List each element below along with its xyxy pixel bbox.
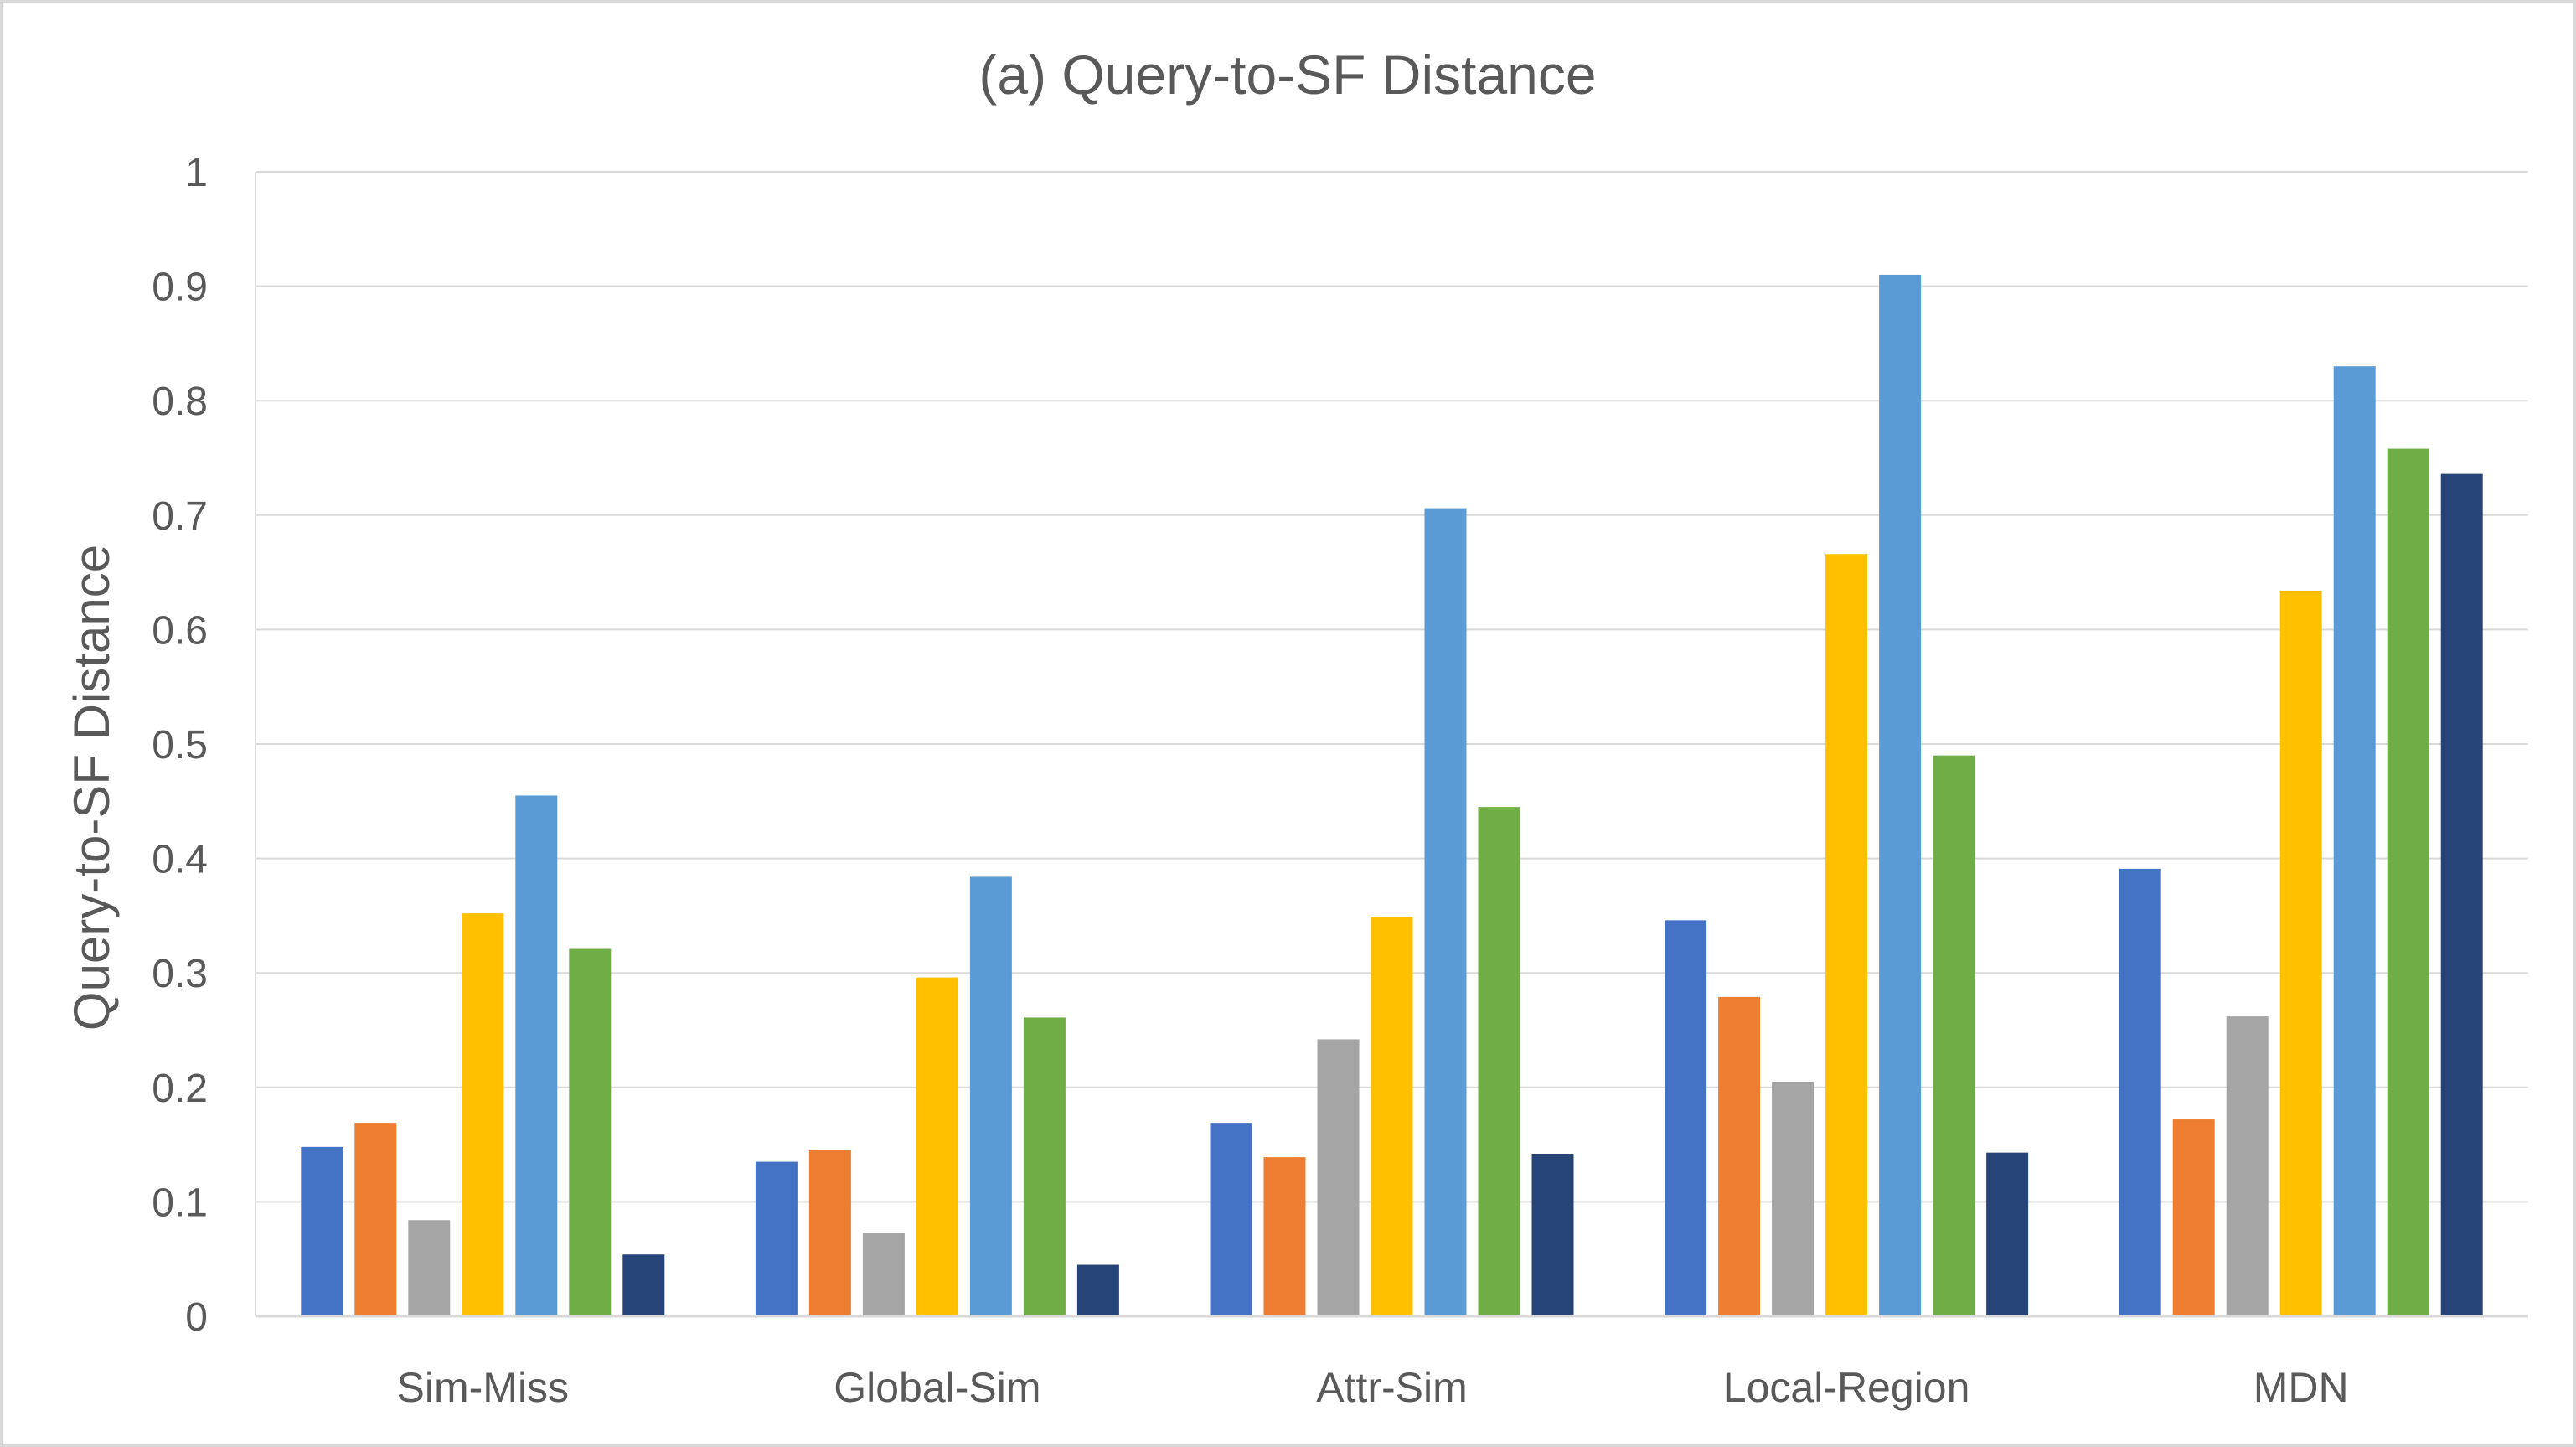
bar [1825, 554, 1868, 1316]
x-category-label: Local-Region [1723, 1364, 1970, 1411]
y-tick-label: 0 [185, 1295, 208, 1340]
bar [2387, 448, 2429, 1316]
bar [1210, 1123, 1252, 1316]
bar [2226, 1016, 2269, 1316]
x-category-label: Global-Sim [834, 1364, 1040, 1411]
bar [301, 1146, 343, 1316]
bar [1478, 807, 1520, 1316]
bar [1718, 996, 1761, 1316]
bar [1665, 920, 1707, 1316]
y-tick-label: 0.5 [152, 723, 208, 767]
bar [515, 795, 558, 1316]
bar [569, 948, 612, 1316]
bar [1371, 917, 1413, 1316]
bars [301, 274, 2483, 1317]
bar [1263, 1157, 1306, 1316]
y-tick-label: 1 [185, 151, 208, 195]
y-axis-ticks: 0 0.1 0.2 0.3 0.4 0.5 0.6 0.7 0.8 0.9 1 [152, 151, 208, 1340]
chart-title: (a) Query-to-SF Distance [978, 44, 1596, 106]
bar [2119, 868, 2161, 1316]
bar [862, 1233, 905, 1316]
bar [354, 1123, 397, 1316]
bar [916, 977, 958, 1316]
bar [622, 1254, 665, 1316]
bar [808, 1150, 851, 1316]
y-tick-label: 0.9 [152, 266, 208, 310]
y-tick-label: 0.6 [152, 608, 208, 653]
bar [408, 1220, 451, 1316]
x-category-label: MDN [2253, 1364, 2349, 1411]
x-category-label: Attr-Sim [1316, 1364, 1468, 1411]
bar [1076, 1264, 1119, 1316]
bar [462, 913, 504, 1316]
y-tick-label: 0.4 [152, 838, 208, 882]
bar [1531, 1154, 1574, 1316]
bar [2440, 473, 2483, 1316]
x-axis-category-labels: Sim-Miss Global-Sim Attr-Sim Local-Region MD… [397, 1364, 2349, 1411]
bar [2333, 366, 2376, 1317]
bar [1023, 1017, 1066, 1316]
bar [1772, 1081, 1815, 1316]
y-tick-label: 0.7 [152, 494, 208, 539]
y-tick-label: 0.8 [152, 380, 208, 424]
bar [2279, 590, 2322, 1316]
y-tick-label: 0.3 [152, 952, 208, 996]
bar [1317, 1039, 1360, 1316]
y-axis-title: Query-to-SF Distance [64, 545, 120, 1031]
bar [1879, 274, 1922, 1317]
bar [1424, 508, 1467, 1316]
bar [1933, 755, 1975, 1316]
y-tick-label: 0.1 [152, 1181, 208, 1225]
bar [969, 876, 1012, 1316]
bar [2172, 1119, 2215, 1316]
x-category-label: Sim-Miss [397, 1364, 570, 1411]
y-tick-label: 0.2 [152, 1067, 208, 1111]
bar [755, 1161, 798, 1316]
bar [1986, 1152, 2029, 1316]
